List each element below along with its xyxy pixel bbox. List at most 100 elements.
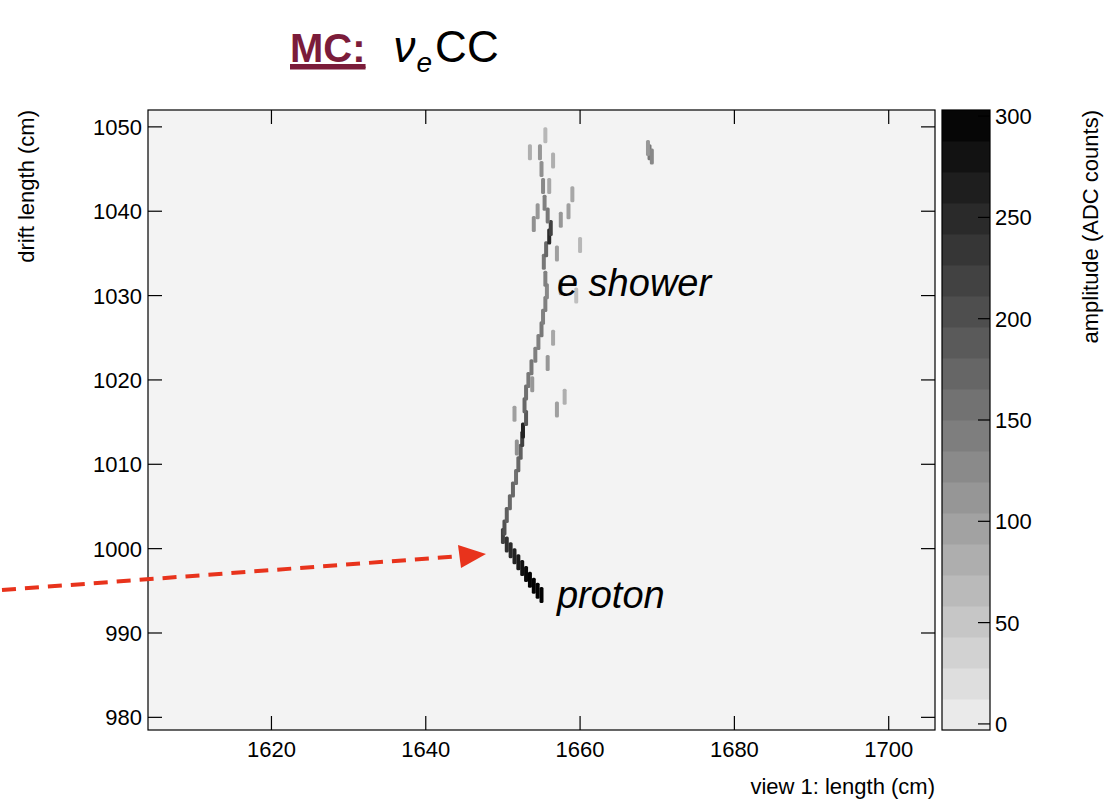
hit (512, 548, 516, 564)
x-tick (425, 716, 426, 730)
y-axis-title: drift length (cm) (14, 110, 39, 263)
hit (532, 578, 536, 594)
colorbar-tick-label: 50 (995, 611, 1019, 636)
hit (528, 572, 532, 588)
title: MC: (290, 26, 366, 70)
colorbar-band (942, 296, 990, 328)
arrow-head (458, 545, 486, 568)
colorbar-band (942, 451, 990, 483)
colorbar-tick (978, 318, 990, 319)
hit (570, 186, 574, 202)
hit (540, 587, 544, 603)
colorbar-tick-label: 200 (995, 307, 1032, 332)
colorbar-band (942, 637, 990, 669)
colorbar-band (942, 265, 990, 297)
hit (578, 237, 582, 253)
y-tick (148, 295, 162, 296)
hit (555, 401, 559, 417)
colorbar-band (942, 668, 990, 700)
title-underline (290, 67, 366, 70)
colorbar-band (942, 482, 990, 514)
x-tick-label: 1640 (401, 737, 450, 762)
x-tick-top (271, 110, 272, 124)
y-tick-label: 1030 (93, 284, 142, 309)
y-tick (148, 632, 162, 633)
colorbar-band (942, 513, 990, 545)
y-tick-label: 1020 (93, 368, 142, 393)
x-tick-label: 1700 (864, 737, 913, 762)
hit (555, 245, 559, 261)
x-tick-label: 1680 (710, 737, 759, 762)
hit (516, 554, 520, 570)
hit (515, 439, 519, 455)
hit (650, 148, 654, 164)
x-tick-top (425, 110, 426, 124)
y-tick (148, 379, 162, 380)
colorbar-band (942, 544, 990, 576)
y-tick-right (921, 211, 935, 212)
hits (501, 127, 654, 603)
hit (509, 542, 513, 558)
hit (546, 355, 550, 371)
hit (529, 359, 533, 375)
subtitle-text: CC (435, 22, 499, 71)
hit (532, 216, 536, 232)
x-tick (888, 716, 889, 730)
hit (543, 271, 547, 287)
hit (543, 195, 547, 211)
annotation: e shower (557, 262, 713, 304)
y-tick (148, 464, 162, 465)
x-tick-label: 1620 (247, 737, 296, 762)
chart: MC:νeCC162016401660168017009809901000101… (0, 0, 1115, 810)
hit (547, 178, 551, 194)
x-tick-top (734, 110, 735, 124)
y-tick (148, 548, 162, 549)
hit (536, 203, 540, 219)
y-tick (148, 717, 162, 718)
hit (512, 406, 516, 422)
colorbar-band (942, 606, 990, 638)
arrow-line (2, 556, 462, 590)
colorbar-title: amplitude (ADC counts) (1078, 110, 1103, 344)
hit (540, 161, 544, 177)
y-tick-label: 990 (105, 621, 142, 646)
colorbar-tick-label: 100 (995, 509, 1032, 534)
x-tick (271, 716, 272, 730)
hit (543, 127, 547, 143)
x-tick-top (888, 110, 889, 124)
x-tick (579, 716, 580, 730)
colorbar-tick-label: 0 (995, 712, 1007, 737)
y-tick-right (921, 379, 935, 380)
y-tick-label: 1050 (93, 115, 142, 140)
colorbar-band (942, 358, 990, 390)
y-tick-label: 980 (105, 705, 142, 730)
y-tick-label: 1000 (93, 537, 142, 562)
plot-frame (148, 110, 935, 730)
hit (541, 178, 545, 194)
hit (530, 376, 534, 392)
y-tick (148, 126, 162, 127)
y-tick-right (921, 126, 935, 127)
hit (563, 389, 567, 405)
y-tick-right (921, 295, 935, 296)
subtitle-index: e (417, 47, 433, 78)
x-tick (734, 716, 735, 730)
hit (528, 144, 532, 160)
colorbar-band (942, 327, 990, 359)
hit (646, 140, 650, 156)
colorbar-frame (942, 110, 990, 730)
colorbar-tick-label: 150 (995, 408, 1032, 433)
y-tick-label: 1040 (93, 199, 142, 224)
x-axis-title: view 1: length (cm) (750, 774, 935, 799)
colorbar-band (942, 420, 990, 452)
hit (538, 144, 542, 160)
colorbar-tick (978, 419, 990, 420)
colorbar-tick-label: 250 (995, 205, 1032, 230)
hit (559, 212, 563, 228)
colorbar-tick (978, 521, 990, 522)
y-tick-right (921, 717, 935, 718)
y-tick-label: 1010 (93, 452, 142, 477)
hit (524, 566, 528, 582)
colorbar-tick (978, 622, 990, 623)
pointer-arrow (2, 545, 486, 590)
